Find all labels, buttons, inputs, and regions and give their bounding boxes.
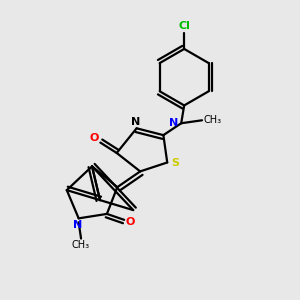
Text: O: O xyxy=(89,133,98,143)
Text: O: O xyxy=(126,217,135,227)
Text: S: S xyxy=(171,158,179,168)
Text: CH₃: CH₃ xyxy=(72,240,90,250)
Text: N: N xyxy=(169,118,178,128)
Text: CH₃: CH₃ xyxy=(203,115,221,125)
Text: N: N xyxy=(73,220,82,230)
Text: N: N xyxy=(131,117,140,128)
Text: Cl: Cl xyxy=(178,21,190,31)
